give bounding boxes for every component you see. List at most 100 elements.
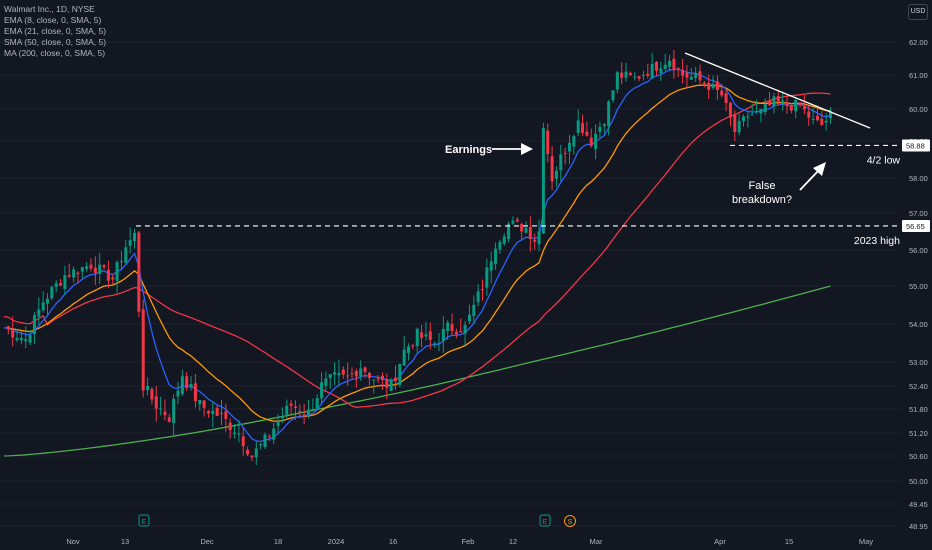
candle-body xyxy=(524,227,528,233)
currency-button[interactable]: USD xyxy=(908,4,928,20)
candle-body xyxy=(715,81,719,91)
candle-body xyxy=(311,408,315,410)
candle-body xyxy=(250,455,254,458)
candle-body xyxy=(746,116,750,118)
candle-body xyxy=(333,372,337,375)
indicator-legend: Walmart Inc., 1D, NYSE EMA (8, close, 0,… xyxy=(4,4,106,59)
candle-body xyxy=(324,378,328,387)
y-tick-label: 60.00 xyxy=(909,105,928,114)
candle-body xyxy=(272,428,276,440)
candle-body xyxy=(720,90,724,96)
candle-body xyxy=(559,154,563,171)
candle-body xyxy=(124,247,128,263)
candle-body xyxy=(346,375,350,377)
candle-body xyxy=(394,377,397,381)
candle-body xyxy=(367,372,371,378)
candle-body xyxy=(24,339,28,342)
candle-body xyxy=(554,170,558,179)
breakdown-arrow xyxy=(799,169,820,191)
split-event-marker xyxy=(564,515,576,527)
candle-body xyxy=(511,220,515,224)
candle-body xyxy=(563,152,567,154)
x-tick-label: Mar xyxy=(590,537,603,546)
ema8-path xyxy=(3,68,831,443)
grid xyxy=(0,41,900,527)
candle-body xyxy=(646,73,650,76)
candle-body xyxy=(37,309,41,317)
candle-body xyxy=(568,142,571,152)
sma50-path xyxy=(3,92,831,408)
candle-body xyxy=(611,90,615,101)
candle-body xyxy=(437,342,441,344)
earnings-arrowhead xyxy=(521,143,533,155)
level-label: 2023 high xyxy=(854,235,900,247)
candle-body xyxy=(750,114,754,116)
candle-body xyxy=(215,407,219,416)
candle-body xyxy=(11,329,15,338)
sma50-line xyxy=(3,92,831,408)
candle-body xyxy=(576,120,580,133)
x-tick-label: 12 xyxy=(509,537,517,546)
candle-body xyxy=(15,338,19,341)
candle-body xyxy=(794,99,798,112)
candle-body xyxy=(763,104,767,113)
candle-body xyxy=(472,304,476,316)
candle-body xyxy=(228,422,232,431)
candle-body xyxy=(85,266,89,269)
earnings-label: Earnings xyxy=(445,144,492,156)
candle-body xyxy=(728,102,732,118)
candle-body xyxy=(441,328,445,341)
candle-body xyxy=(515,219,519,222)
y-tick-label: 58.00 xyxy=(909,174,928,183)
candle-body xyxy=(380,375,384,381)
candle-body xyxy=(811,118,815,120)
candle-body xyxy=(263,434,267,448)
candle-body xyxy=(32,315,36,335)
candle-body xyxy=(193,383,197,402)
candle-body xyxy=(350,373,354,375)
price-tag xyxy=(902,219,930,232)
y-tick-label: 50.60 xyxy=(909,452,928,461)
candle-body xyxy=(633,76,637,78)
candle-body xyxy=(293,406,297,408)
candle-body xyxy=(594,133,598,149)
ema21-line xyxy=(3,84,831,422)
candle-body xyxy=(337,372,341,376)
candle-body xyxy=(420,332,424,338)
candle-body xyxy=(467,314,471,322)
candle-body xyxy=(280,416,284,418)
candle-body xyxy=(689,76,693,80)
candle-body xyxy=(585,131,589,136)
candle-body xyxy=(694,73,698,78)
candle-body xyxy=(341,369,345,375)
candle-body xyxy=(402,349,406,366)
candle-body xyxy=(772,96,776,107)
x-tick-label: Nov xyxy=(66,537,80,546)
candle-body xyxy=(220,413,223,415)
x-tick-label: 15 xyxy=(785,537,793,546)
candle-body xyxy=(572,135,576,147)
candle-body xyxy=(376,378,380,380)
candle-body xyxy=(63,275,67,289)
x-tick-label: Feb xyxy=(462,537,475,546)
earnings-event-marker xyxy=(138,514,150,527)
candle-body xyxy=(428,331,432,340)
level-label: 4/2 low xyxy=(867,154,901,166)
price-tag-label: 58.88 xyxy=(906,141,925,150)
candle-body xyxy=(663,64,667,69)
candle-body xyxy=(19,337,23,341)
x-tick-label: Dec xyxy=(200,537,214,546)
candle-body xyxy=(798,102,802,105)
candle-body xyxy=(267,435,271,437)
candle-body xyxy=(615,72,619,90)
candle-body xyxy=(298,410,302,413)
y-tick-label: 53.00 xyxy=(909,358,928,367)
candle-body xyxy=(759,108,763,114)
candle-body xyxy=(385,378,389,388)
candle-body xyxy=(424,334,428,337)
candle-body xyxy=(637,76,641,79)
x-tick-label: 13 xyxy=(121,537,129,546)
candle-body xyxy=(307,409,310,418)
